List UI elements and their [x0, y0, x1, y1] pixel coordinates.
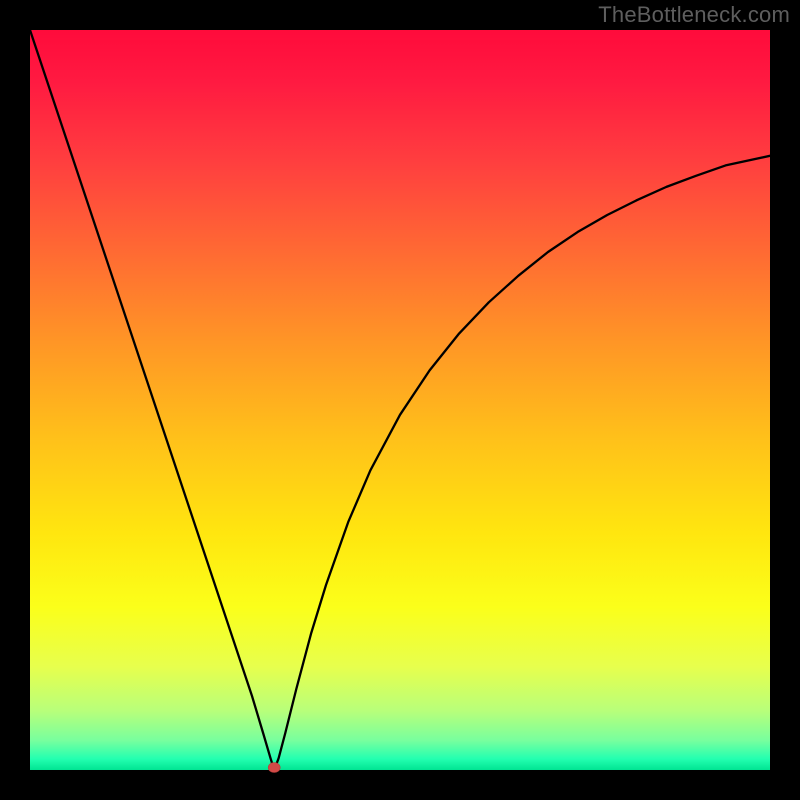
minimum-marker — [268, 763, 280, 773]
plot-area-gradient — [30, 30, 770, 770]
chart-wrapper: TheBottleneck.com — [0, 0, 800, 800]
bottleneck-chart — [0, 0, 800, 800]
watermark-text: TheBottleneck.com — [598, 2, 790, 28]
